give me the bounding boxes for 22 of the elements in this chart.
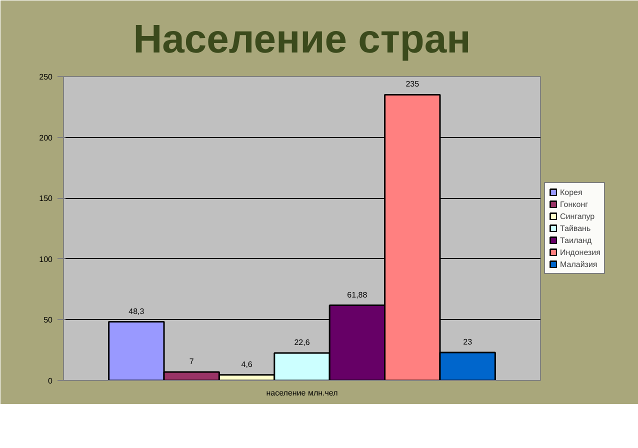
legend-label: Сингапур (560, 211, 595, 221)
legend-label: Гонконг (560, 199, 588, 209)
legend-label: Корея (560, 187, 582, 197)
legend-label: Тайвань (560, 223, 591, 233)
legend-label: Таиланд (560, 235, 592, 245)
y-tick-label: 100 (39, 254, 54, 264)
data-label: 61,88 (347, 290, 368, 300)
data-label: 7 (189, 356, 194, 366)
y-tick-label: 50 (44, 316, 54, 325)
y-tick-label: 0 (48, 376, 54, 386)
y-tick-label: 150 (39, 194, 54, 204)
data-label: 48,3 (128, 306, 145, 316)
x-tick-label: население млн.чел (266, 388, 338, 398)
data-label: 235 (406, 80, 420, 89)
legend-label: Малайзия (560, 259, 598, 269)
data-label: 22,6 (294, 338, 310, 348)
y-tick-label: 250 (39, 72, 54, 82)
data-label: 23 (463, 338, 473, 347)
chart-title: Население стран (133, 18, 471, 62)
legend-label: Индонезия (560, 247, 600, 257)
y-tick-label: 200 (39, 133, 54, 142)
data-label: 4,6 (241, 360, 253, 369)
